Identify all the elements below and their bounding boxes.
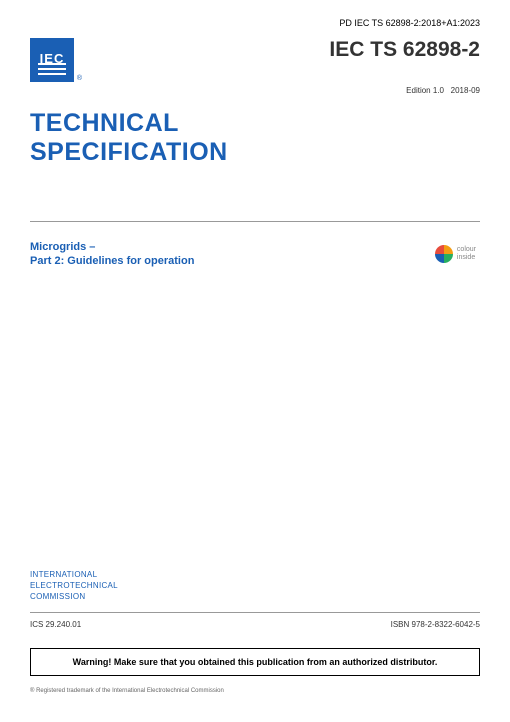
- colour-line2: inside: [457, 254, 476, 262]
- iec-logo: IEC ®: [30, 38, 74, 82]
- document-subtitle: Microgrids – Part 2: Guidelines for oper…: [30, 240, 480, 270]
- divider-bottom: [30, 612, 480, 613]
- divider-top: [30, 221, 480, 222]
- colour-wheel-icon: [435, 245, 453, 263]
- doc-type-line1: TECHNICAL: [30, 109, 480, 138]
- doc-type-line2: SPECIFICATION: [30, 138, 480, 167]
- header-reference: PD IEC TS 62898-2:2018+A1:2023: [30, 18, 480, 28]
- ics-code: ICS 29.240.01: [30, 620, 81, 629]
- document-id: IEC TS 62898-2: [329, 38, 480, 62]
- subtitle-line1: Microgrids –: [30, 240, 480, 255]
- top-row: IEC ® IEC TS 62898-2: [30, 38, 480, 82]
- trademark-notice: ® Registered trademark of the Internatio…: [30, 688, 224, 694]
- warning-box: Warning! Make sure that you obtained thi…: [30, 648, 480, 676]
- org-line1: INTERNATIONAL: [30, 570, 118, 581]
- edition-label: Edition 1.0: [406, 86, 444, 95]
- org-line3: COMMISSION: [30, 592, 118, 603]
- document-id-block: IEC TS 62898-2: [329, 38, 480, 62]
- registered-mark-icon: ®: [77, 75, 82, 82]
- document-type-heading: TECHNICAL SPECIFICATION: [30, 109, 480, 167]
- colour-badge-text: colour inside: [457, 246, 476, 261]
- isbn-code: ISBN 978-2-8322-6042-5: [391, 620, 480, 629]
- org-line2: ELECTROTECHNICAL: [30, 581, 118, 592]
- subtitle-line2: Part 2: Guidelines for operation: [30, 254, 480, 269]
- codes-row: ICS 29.240.01 ISBN 978-2-8322-6042-5: [30, 620, 480, 629]
- colour-line1: colour: [457, 246, 476, 254]
- edition-date: 2018-09: [451, 86, 480, 95]
- edition-line: Edition 1.0 2018-09: [30, 86, 480, 95]
- organization-block: INTERNATIONAL ELECTROTECHNICAL COMMISSIO…: [30, 570, 118, 602]
- iec-logo-lines-icon: [38, 68, 66, 70]
- colour-inside-badge: colour inside: [435, 245, 476, 263]
